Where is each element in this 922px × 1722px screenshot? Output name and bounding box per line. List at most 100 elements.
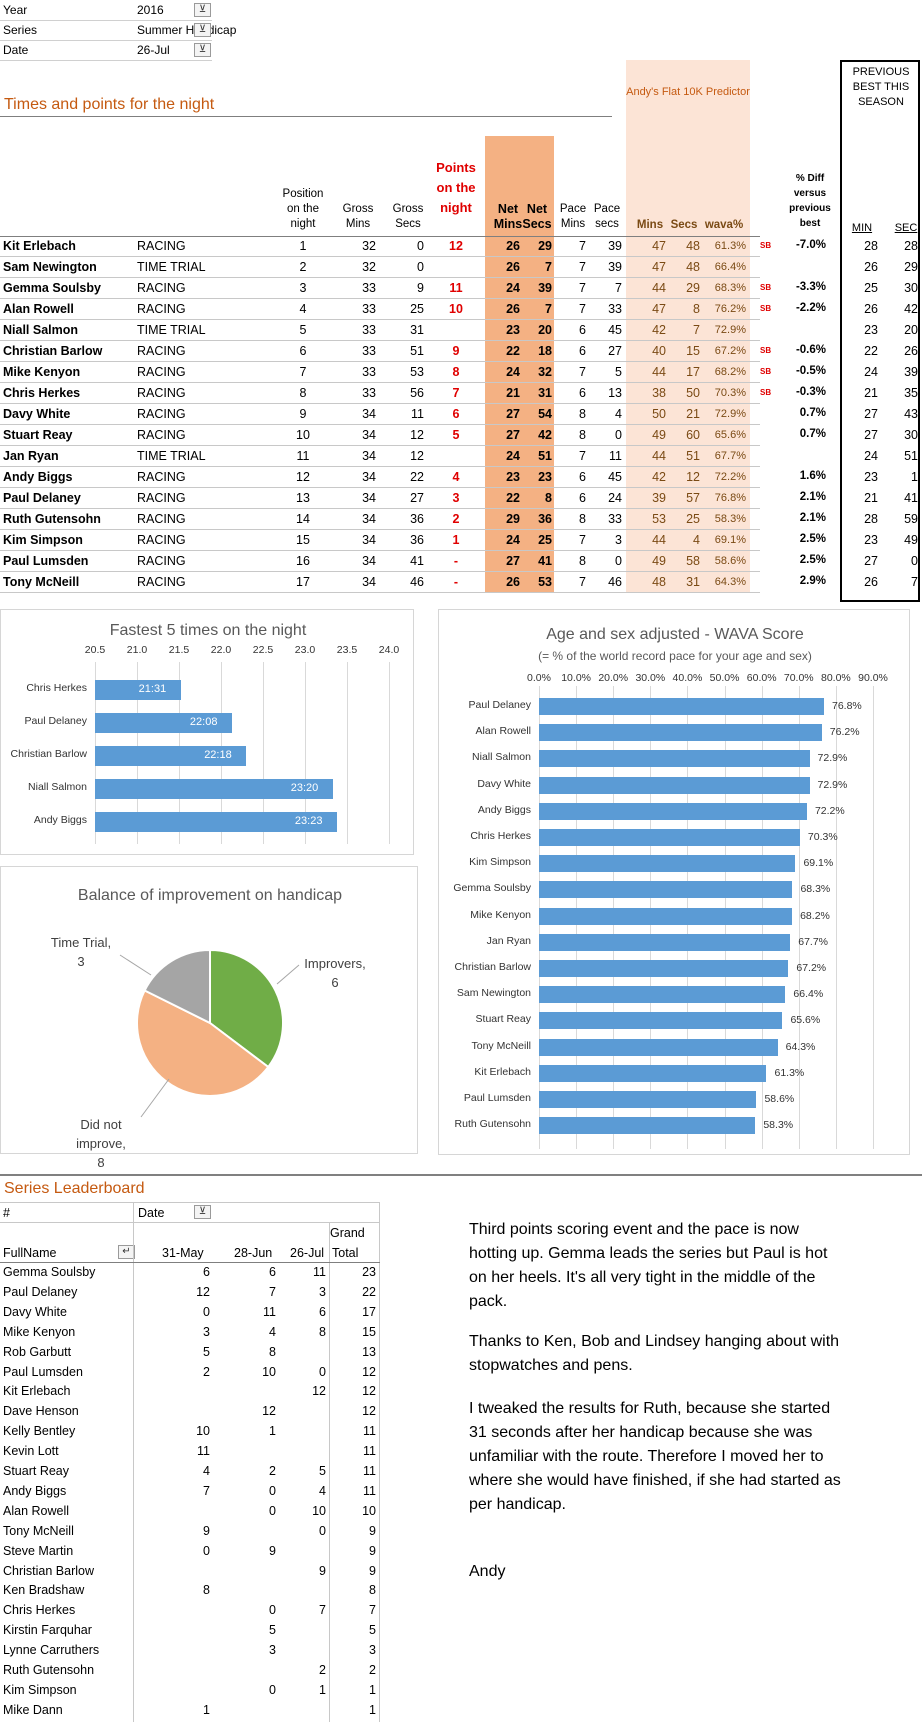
result-sb-badge: SB <box>760 388 772 397</box>
result-points: 5 <box>452 428 460 442</box>
result-pace-secs: 13 <box>608 386 622 400</box>
result-diff: 0.7% <box>799 428 826 440</box>
leaderboard-row: Ken Bradshaw 8 8 <box>0 1581 380 1601</box>
result-type: TIME TRIAL <box>137 260 206 274</box>
leaderboard-name: Christian Barlow <box>3 1563 95 1578</box>
wava-bar <box>539 829 800 846</box>
wava-data-label: 64.3% <box>785 1040 816 1053</box>
result-net-mins: 27 <box>506 554 520 568</box>
result-prev-min: 23 <box>864 533 878 547</box>
wava-data-label: 68.3% <box>800 883 831 896</box>
wava-category: Alan Rowell <box>475 725 531 738</box>
leaderboard-row: Kit Erlebach 12 12 <box>0 1382 380 1402</box>
result-pred-mins: 44 <box>652 365 666 379</box>
result-prev-sec: 59 <box>904 512 918 526</box>
result-net-secs: 53 <box>538 575 552 589</box>
result-diff: -0.5% <box>795 365 826 377</box>
pie-label-count: 8 <box>97 1155 105 1170</box>
result-points: 3 <box>452 491 460 505</box>
result-row: Sam Newington TIME TRIAL 2 32 0 26 7 7 39 47 48 66.… <box>0 257 918 278</box>
result-pace-mins: 7 <box>579 575 586 589</box>
leaderboard-row: Mike Dann 1 1 <box>0 1701 380 1721</box>
note-signature: Andy <box>469 1563 506 1580</box>
result-prev-min: 21 <box>864 491 878 505</box>
leaderboard-total-val: 12 <box>362 1404 376 1419</box>
result-prev-sec: 30 <box>904 428 918 442</box>
leaderboard-hash: # <box>3 1206 10 1220</box>
filter-icon[interactable]: ⊻ <box>194 23 211 37</box>
leaderboard-val-3: 0 <box>319 1523 326 1538</box>
leaderboard-total-val: 1 <box>369 1702 376 1717</box>
result-row: Tony McNeill RACING 17 34 46 - 26 53 7 46 48 31 64.3… <box>0 572 918 593</box>
result-gross-mins: 33 <box>362 323 376 337</box>
result-pred-secs: 50 <box>686 386 700 400</box>
result-wava: 66.4% <box>714 261 746 273</box>
result-prev-min: 26 <box>864 575 878 589</box>
filter-icon[interactable]: ⊻ <box>194 3 211 17</box>
result-type: RACING <box>137 365 186 379</box>
result-net-mins: 24 <box>506 533 520 547</box>
fastest-gridline <box>305 662 306 844</box>
result-pred-mins: 47 <box>652 260 666 274</box>
result-name: Ruth Gutensohn <box>3 512 101 526</box>
wava-category: Andy Biggs <box>477 803 531 816</box>
leaderboard-val-1: 1 <box>203 1702 210 1717</box>
leaderboard-date-label: Date <box>138 1206 165 1220</box>
predictor-title: Andy's Flat 10K Predictor <box>626 86 750 98</box>
leaderboard-val-1: 0 <box>203 1304 210 1319</box>
leaderboard-total-val: 5 <box>369 1623 376 1638</box>
result-net-secs: 36 <box>538 512 552 526</box>
leaderboard-name: Stuart Reay <box>3 1464 70 1478</box>
leaderboard-row: Paul Lumsden 2 10 0 12 <box>0 1363 380 1383</box>
result-diff: 0.7% <box>799 407 826 419</box>
result-row: Paul Lumsden RACING 16 34 41 - 27 41 8 0 49 58 58.6%… <box>0 551 918 572</box>
pie-label-text: Improvers, <box>304 956 366 971</box>
divider <box>0 1202 380 1203</box>
wava-bar <box>539 907 793 925</box>
wava-tick: 0.0% <box>527 672 551 684</box>
fastest-gridline <box>347 662 348 844</box>
result-pred-mins: 42 <box>652 470 666 484</box>
leaderboard-name: Tony McNeill <box>3 1523 74 1538</box>
result-name: Gemma Soulsby <box>3 281 101 295</box>
result-position: 10 <box>296 428 310 442</box>
leaderboard-total-val: 11 <box>363 1483 376 1498</box>
previous-best-title: PREVIOUS BEST THIS SEASON <box>852 66 910 108</box>
result-pace-secs: 11 <box>609 449 622 463</box>
leaderboard-name: Mike Dann <box>3 1702 63 1717</box>
leaderboard-val-1: 10 <box>196 1424 210 1439</box>
result-pace-secs: 39 <box>608 239 622 253</box>
result-net-mins: 27 <box>506 407 520 421</box>
wava-data-label: 58.3% <box>763 1119 794 1132</box>
result-net-mins: 26 <box>506 575 520 589</box>
leaderboard-row: Dave Henson 12 12 <box>0 1402 380 1422</box>
result-name: Stuart Reay <box>3 428 73 442</box>
result-net-secs: 29 <box>538 239 552 253</box>
result-gross-secs: 27 <box>410 491 424 505</box>
leaderboard-fullname: FullName <box>3 1246 57 1260</box>
fastest-data-label: 21:31 <box>138 683 167 695</box>
result-name: Tony McNeill <box>3 575 80 589</box>
wava-tick: 10.0% <box>561 672 591 684</box>
wava-tick: 50.0% <box>709 672 740 684</box>
pie-slice <box>209 948 284 1069</box>
result-net-secs: 18 <box>538 344 552 358</box>
filter-icon[interactable]: ⊻ <box>194 43 211 57</box>
filter-icon[interactable]: ⊻ <box>194 1205 211 1219</box>
sort-icon[interactable]: ↵ <box>118 1245 135 1259</box>
wava-category: Mike Kenyon <box>470 908 531 921</box>
result-pace-mins: 7 <box>579 365 586 379</box>
wava-gridline <box>873 686 874 1149</box>
leaderboard-name: Paul Delaney <box>3 1284 78 1299</box>
pie-label-not-improve: Did not improve, 8 <box>61 1115 141 1172</box>
result-net-mins: 22 <box>506 491 520 505</box>
result-pace-secs: 5 <box>615 365 622 379</box>
result-sb-badge: SB <box>760 367 772 376</box>
leaderboard-total: Total <box>332 1246 359 1260</box>
leaderboard-name: Lynne Carruthers <box>3 1643 100 1658</box>
leaderboard-name: Rob Garbutt <box>3 1344 72 1359</box>
leaderboard-val-2: 1 <box>269 1424 276 1439</box>
result-wava: 76.2% <box>714 303 746 315</box>
result-net-secs: 41 <box>538 554 552 568</box>
result-pred-mins: 42 <box>652 323 666 337</box>
